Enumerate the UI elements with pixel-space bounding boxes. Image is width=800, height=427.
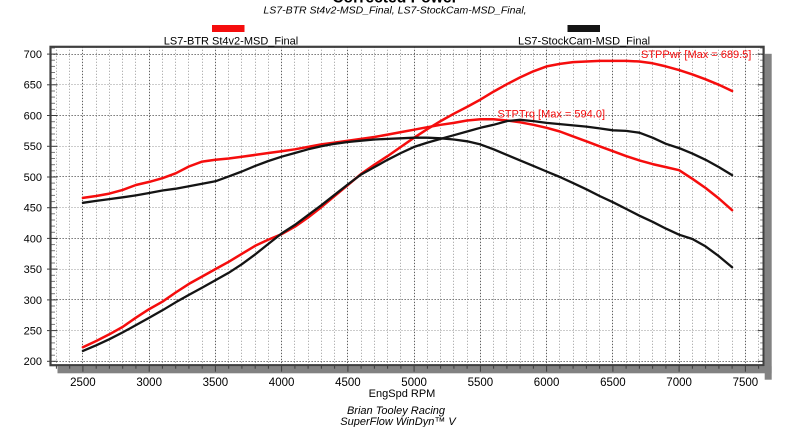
svg-text:LS7-StockCam-MSD_Final: LS7-StockCam-MSD_Final <box>518 36 650 48</box>
svg-text:350: 350 <box>24 264 42 276</box>
svg-text:400: 400 <box>24 233 42 245</box>
svg-text:550: 550 <box>24 141 42 153</box>
svg-text:5000: 5000 <box>401 377 427 389</box>
svg-text:STPTrq [Max = 594.0]: STPTrq [Max = 594.0] <box>498 109 606 121</box>
svg-text:500: 500 <box>24 172 42 184</box>
svg-text:6500: 6500 <box>600 377 626 389</box>
svg-text:4500: 4500 <box>335 377 361 389</box>
svg-text:6000: 6000 <box>534 377 560 389</box>
svg-text:EngSpd RPM: EngSpd RPM <box>369 388 436 400</box>
svg-text:250: 250 <box>24 326 42 338</box>
svg-text:Corrected Power: Corrected Power <box>332 0 458 7</box>
svg-text:Brian Tooley Racing: Brian Tooley Racing <box>347 405 446 417</box>
svg-text:700: 700 <box>24 49 42 61</box>
svg-text:450: 450 <box>24 203 42 215</box>
svg-text:7000: 7000 <box>666 377 692 389</box>
svg-text:SuperFlow WinDyn™ V: SuperFlow WinDyn™ V <box>340 416 457 427</box>
svg-text:2500: 2500 <box>70 377 96 389</box>
svg-text:LS7-BTR St4v2-MSD_Final, LS7-S: LS7-BTR St4v2-MSD_Final, LS7-StockCam-MS… <box>263 5 526 17</box>
svg-text:7500: 7500 <box>733 377 759 389</box>
svg-text:4000: 4000 <box>269 377 295 389</box>
svg-text:300: 300 <box>24 295 42 307</box>
svg-text:5500: 5500 <box>468 377 494 389</box>
svg-text:3500: 3500 <box>203 377 229 389</box>
svg-text:LS7-BTR St4v2-MSD_Final: LS7-BTR St4v2-MSD_Final <box>164 36 299 48</box>
svg-text:650: 650 <box>24 80 42 92</box>
svg-text:200: 200 <box>24 356 42 368</box>
svg-text:600: 600 <box>24 110 42 122</box>
svg-text:STPPwr [Max = 689.5]: STPPwr [Max = 689.5] <box>641 49 751 61</box>
svg-text:3000: 3000 <box>136 377 162 389</box>
